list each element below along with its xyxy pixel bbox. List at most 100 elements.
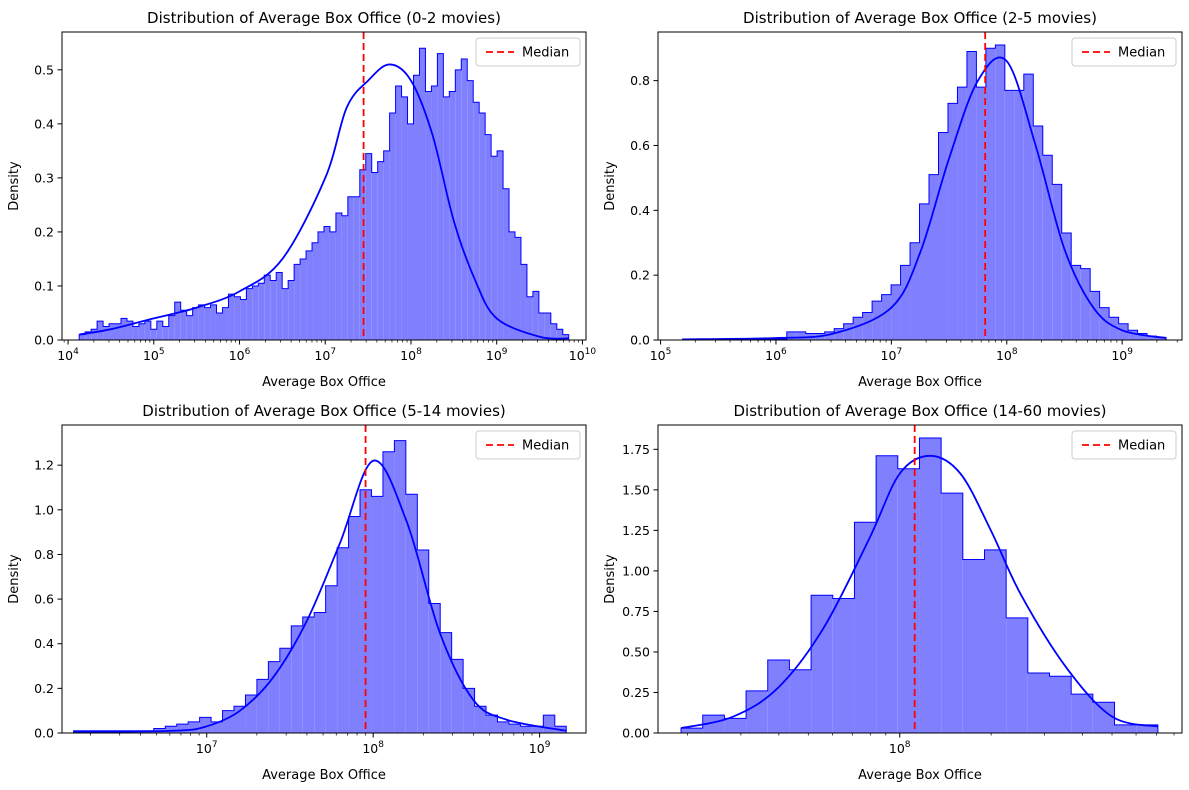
histogram-bar [335, 213, 342, 340]
histogram-bar [1099, 307, 1110, 340]
legend: Median [1071, 37, 1177, 67]
histogram-bar [222, 710, 234, 733]
histogram-bar [276, 272, 283, 340]
y-tick-label: 0.0 [34, 726, 54, 741]
x-tick-label: 109 [1111, 347, 1133, 363]
histogram-bar [79, 334, 86, 340]
histogram-bar [832, 598, 855, 733]
x-tick-label: 1010 [569, 347, 597, 363]
histogram-bar [417, 549, 429, 733]
histogram-bar [240, 299, 247, 340]
histogram-bar [947, 103, 958, 340]
histogram-bar [312, 242, 318, 340]
histogram-bar [323, 226, 330, 340]
histogram-bar [1080, 268, 1091, 340]
histogram-bar [854, 522, 877, 733]
kde-curve [682, 56, 1167, 340]
histogram-bar [767, 660, 790, 733]
histogram-bar [1071, 694, 1093, 733]
histogram-bar [910, 242, 920, 340]
y-tick-label: 0.6 [34, 592, 54, 607]
chart-panel-2-5-movies: 105 106 107 108 109 0.0 0.2 0.4 0.6 0.8 Distributi… [603, 9, 1183, 390]
y-tick-label: 0.75 [622, 604, 650, 619]
histogram-bar [881, 294, 892, 340]
histogram-bar [234, 296, 241, 340]
plot-area [682, 32, 1167, 340]
x-axis-label: Average Box Office [858, 768, 982, 783]
histogram-bar [407, 123, 414, 340]
histogram-bar [395, 86, 402, 340]
histogram-bar [1136, 724, 1158, 733]
histogram-bar [192, 307, 199, 340]
legend-label: Median [1118, 46, 1165, 61]
y-tick-label: 0.1 [34, 278, 54, 293]
histogram-bar [473, 102, 480, 340]
histogram-bar [126, 321, 133, 340]
histogram-bar [413, 75, 420, 340]
histogram-bar [467, 80, 474, 340]
histogram-bar [538, 312, 545, 340]
x-tick-label: 108 [889, 740, 911, 756]
legend: Median [475, 37, 581, 67]
histogram-bar [876, 455, 898, 733]
histogram-bar [1014, 90, 1024, 340]
histogram-bar [834, 328, 844, 340]
histogram-bar [440, 632, 452, 733]
histogram-bar [1061, 233, 1072, 340]
histogram-bar [509, 231, 515, 340]
legend-label: Median [522, 46, 569, 61]
histogram-bar [966, 51, 977, 340]
histogram-bar [156, 321, 163, 340]
y-tick-label: 0.4 [630, 203, 650, 218]
histogram-bar [431, 86, 438, 340]
histogram-bar [891, 284, 901, 340]
histogram-step-outline [78, 47, 570, 340]
x-tick-label: 107 [881, 347, 903, 363]
histogram-bar [314, 612, 326, 733]
histogram-bar [455, 69, 462, 340]
x-tick-label: 104 [57, 347, 79, 363]
histogram-bar [544, 312, 551, 340]
histogram-bar [976, 87, 986, 340]
histogram-bar [401, 96, 408, 340]
y-tick-label: 0.8 [630, 73, 650, 88]
histogram-bar [451, 659, 464, 733]
y-tick-label: 0.3 [34, 170, 54, 185]
x-axis-label: Average Box Office [262, 375, 386, 390]
histogram-bar [962, 559, 985, 733]
histogram-bar [543, 715, 555, 733]
histogram-bar [1090, 291, 1100, 340]
histogram-bar [811, 595, 833, 733]
histogram-bar [938, 132, 948, 340]
y-tick-label: 1.2 [34, 458, 54, 473]
histogram-bar [347, 196, 354, 340]
y-tick-label: 1.00 [622, 563, 650, 578]
plot-area [73, 425, 567, 733]
histogram-bar [150, 329, 157, 340]
x-tick-label: 108 [400, 347, 422, 363]
histogram-bar [515, 237, 521, 340]
histogram-bar [786, 331, 797, 340]
histogram-bar [258, 283, 265, 340]
histogram-bar [371, 172, 378, 340]
histogram-bar [103, 326, 110, 340]
histogram-bar [246, 288, 253, 340]
histogram-bar [216, 312, 223, 340]
chart-panel-14-60-movies: 108 0.00 0.25 0.50 0.75 1.00 1.25 1.50 1.75 Distr… [603, 402, 1183, 783]
histogram-bar [188, 721, 200, 733]
axes-frame [61, 31, 587, 341]
x-tick-label: 105 [650, 347, 672, 363]
histogram-bar [377, 161, 384, 340]
histogram-bar [294, 264, 301, 340]
histogram-bar [562, 334, 569, 340]
histogram-bar [341, 215, 348, 340]
histogram-bar [897, 468, 920, 733]
histogram-bar [1049, 676, 1072, 733]
y-tick-label: 0.2 [630, 268, 650, 283]
histogram-bar [325, 585, 338, 733]
histogram-bar [443, 96, 450, 340]
histogram-bar [199, 717, 212, 733]
histogram-bar [503, 188, 510, 340]
y-tick-label: 0.2 [34, 681, 54, 696]
histogram-bar [556, 329, 563, 340]
